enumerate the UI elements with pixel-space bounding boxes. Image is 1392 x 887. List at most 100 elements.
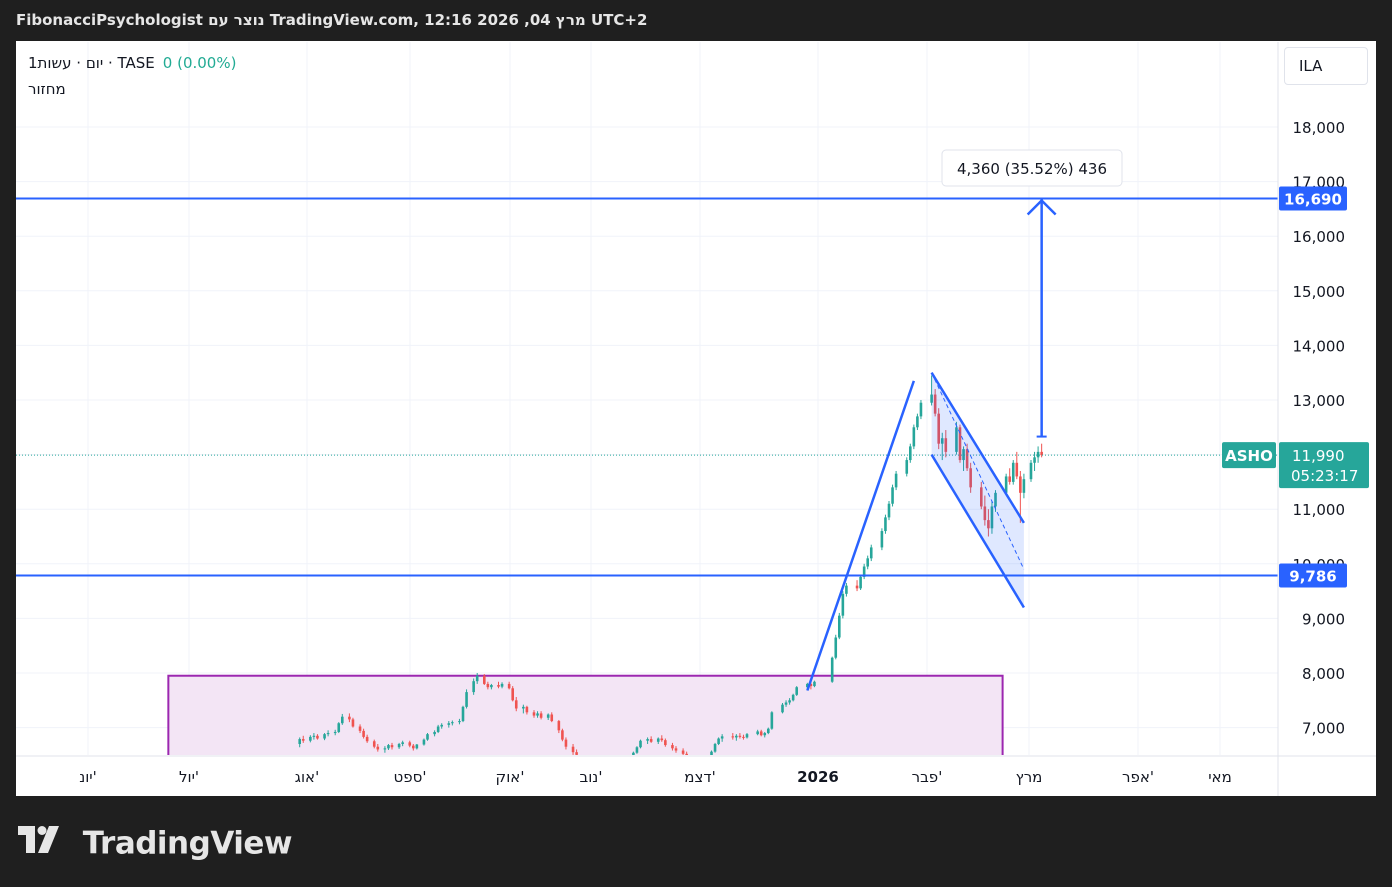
ticker-tag: [1222, 442, 1276, 469]
chart-panel[interactable]: [16, 41, 1376, 796]
candle-body: [813, 681, 816, 687]
candle-body: [564, 739, 568, 747]
time-tick-label: נוב': [580, 768, 603, 786]
candle-body: [720, 736, 724, 739]
flagpole-line[interactable]: [806, 380, 916, 691]
price-tick-label: 9,000: [1302, 610, 1345, 628]
candle-body: [348, 716, 351, 720]
candle-body: [397, 743, 401, 748]
candle-body: [447, 723, 451, 725]
flag-mid-line: [931, 372, 1025, 570]
candle-body: [422, 739, 426, 745]
chart-author-title: FibonacciPsychologist נוצר עם TradingVie…: [16, 11, 648, 29]
candle-body: [894, 473, 898, 488]
candle-body: [372, 741, 376, 747]
candle-body: [326, 733, 330, 735]
candle-body: [763, 733, 767, 736]
candle-body: [1004, 476, 1008, 493]
candle-body: [1033, 457, 1036, 463]
candle-body: [845, 585, 848, 594]
candle-body: [387, 745, 390, 749]
candle-body: [465, 692, 468, 707]
candle-body: [486, 683, 490, 688]
candle-body: [433, 731, 436, 735]
watermark-header: FibonacciPsychologist נוצר עם TradingVie…: [0, 0, 1392, 40]
candle-body: [887, 503, 891, 518]
candle-body: [756, 731, 759, 735]
candle-body: [830, 657, 834, 682]
flag-upper-line[interactable]: [930, 372, 1025, 524]
measure-label-text: 4,360 (35.52%) 436: [957, 160, 1107, 178]
candle-body: [412, 745, 415, 749]
change-value: 0 (0.00%): [162, 54, 237, 72]
symbol-legend: 1יום · עשות · TASE 0 (0.00%): [28, 54, 236, 72]
candle-body: [1019, 476, 1022, 493]
candle-body: [500, 683, 504, 687]
candle-body: [1036, 451, 1040, 458]
volume-legend: מחזור: [28, 80, 66, 98]
candle-body: [514, 700, 518, 709]
candle-body: [539, 713, 543, 718]
price-tick-label: 15,000: [1293, 283, 1346, 301]
candle-body: [316, 735, 319, 739]
time-tick-label: ספט': [394, 768, 427, 786]
candle-body: [1011, 462, 1015, 482]
candle-body: [806, 683, 809, 688]
candle-body: [376, 746, 380, 750]
candle-body: [983, 506, 987, 521]
candle-body: [781, 704, 784, 713]
candle-body: [351, 719, 355, 727]
candle-body: [869, 547, 873, 559]
time-tick-label: מרץ: [1016, 768, 1043, 786]
candle-body: [745, 734, 749, 738]
time-tick-label: פבר': [912, 768, 943, 786]
candle-body: [632, 752, 635, 755]
candle-body: [1022, 479, 1026, 493]
price-tick-label: 11,000: [1293, 501, 1346, 519]
candle-body: [838, 615, 841, 638]
candle-body: [362, 730, 365, 737]
candle-body: [557, 721, 561, 731]
candle-body: [841, 593, 845, 616]
candle-body: [759, 731, 763, 736]
candle-body: [905, 460, 909, 474]
currency-button[interactable]: ILA: [1284, 47, 1368, 85]
candle-body: [309, 736, 312, 741]
level-price-tag: [1279, 563, 1347, 588]
candle-body: [884, 517, 887, 532]
candle-body: [919, 402, 923, 417]
candle-body: [713, 743, 717, 752]
flag-lower-line[interactable]: [930, 453, 1025, 609]
time-tick-label: אוק': [496, 768, 525, 786]
candle-body: [990, 506, 994, 529]
candle-body: [532, 712, 536, 716]
candle-body: [337, 723, 341, 732]
candle-body: [916, 416, 919, 428]
time-tick-label: 2026: [797, 768, 839, 786]
candle-body: [635, 747, 639, 753]
candle-body: [440, 724, 443, 727]
candle-body: [791, 694, 795, 701]
tradingview-logo-icon: [18, 825, 64, 862]
candle-body: [962, 449, 965, 461]
candle-body: [891, 487, 894, 504]
flag-channel-fill: [931, 372, 1024, 608]
candle-body: [458, 721, 461, 723]
candle-body: [333, 731, 337, 734]
last-price-label: 11,990: [1292, 447, 1345, 465]
tradingview-wordmark: TradingView: [82, 825, 293, 862]
candle-body: [767, 728, 770, 734]
candle-body: [383, 748, 387, 750]
candle-body: [656, 738, 660, 742]
candle-body: [546, 714, 550, 718]
candle-body: [358, 726, 362, 731]
candle-body: [550, 714, 554, 722]
level-price-tag-label: 16,690: [1284, 191, 1342, 209]
candle-body: [944, 438, 948, 452]
candle-body: [646, 739, 649, 741]
candle-body: [571, 746, 575, 753]
time-tick-label: אוג': [295, 768, 319, 786]
candle-body: [301, 739, 305, 741]
candle-body: [980, 487, 983, 507]
